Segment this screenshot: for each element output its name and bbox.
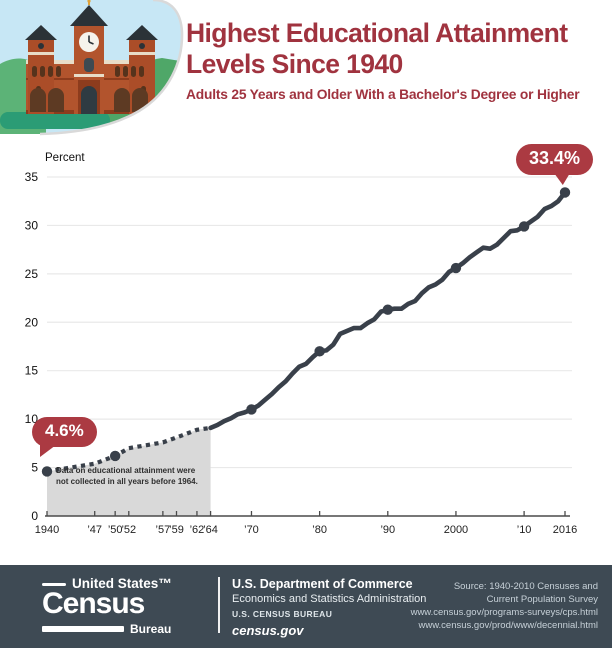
svg-text:’80: ’80	[312, 524, 327, 536]
page-subtitle: Adults 25 Years and Older With a Bachelo…	[186, 87, 580, 102]
logo-bureau: Bureau	[130, 621, 172, 636]
svg-text:35: 35	[25, 170, 39, 184]
svg-text:’90: ’90	[380, 524, 395, 536]
svg-text:5: 5	[31, 461, 38, 475]
start-callout: 4.6%	[32, 417, 97, 457]
svg-text:’10: ’10	[517, 524, 532, 536]
start-callout-value: 4.6%	[45, 421, 84, 440]
dept-census-gov: census.gov	[232, 623, 304, 638]
svg-text:’47: ’47	[87, 524, 102, 536]
end-callout: 33.4%	[516, 144, 594, 185]
chart-note-line1: Data on educational attainment were	[56, 466, 196, 475]
page-title: Highest Educational Attainment Levels Si…	[186, 18, 606, 80]
svg-text:15: 15	[25, 364, 39, 378]
chart-note: Data on educational attainment were not …	[56, 466, 198, 487]
svg-text:’57: ’57	[156, 524, 171, 536]
source-line4: www.census.gov/prod/www/decennial.html	[418, 620, 598, 631]
dept-commerce: U.S. Department of Commerce	[232, 577, 413, 591]
svg-text:1940: 1940	[35, 524, 59, 536]
census-bureau-logo: United States™ Census Bureau	[42, 576, 212, 638]
title-line2: Levels Since 1940	[186, 49, 403, 79]
dept-esa: Economics and Statistics Administration	[232, 593, 427, 605]
svg-text:20: 20	[25, 315, 39, 329]
logo-census: Census	[42, 587, 145, 620]
svg-text:2016: 2016	[553, 524, 577, 536]
source-line2: Current Population Survey	[486, 594, 598, 605]
source-line1: Source: 1940-2010 Censuses and	[453, 581, 598, 592]
svg-text:25: 25	[25, 267, 39, 281]
svg-text:Percent: Percent	[45, 152, 85, 164]
logo-bar	[42, 625, 124, 632]
svg-text:’70: ’70	[244, 524, 259, 536]
department-block: U.S. Department of Commerce Economics an…	[232, 577, 426, 638]
svg-text:2000: 2000	[444, 524, 468, 536]
svg-text:’59: ’59	[169, 524, 184, 536]
footer-divider	[218, 577, 220, 633]
svg-text:’64: ’64	[203, 524, 218, 536]
svg-text:30: 30	[25, 218, 39, 232]
chart-note-line2: not collected in all years before 1964.	[56, 476, 198, 486]
title-line1: Highest Educational Attainment	[186, 18, 568, 48]
svg-text:0: 0	[31, 509, 38, 523]
source-block: Source: 1940-2010 Censuses and Current P…	[411, 580, 598, 632]
svg-text:’62: ’62	[190, 524, 205, 536]
svg-text:’50: ’50	[108, 524, 123, 536]
chart-svg: 1940 ’47 ’50’52 ’57’59 ’62’64 ’70 ’80 ’90 2000 ’1…	[25, 152, 578, 536]
schoolhouse-illustration	[0, 0, 184, 136]
end-callout-value: 33.4%	[529, 148, 581, 168]
source-line3: www.census.gov/programs-surveys/cps.html	[410, 607, 598, 618]
svg-text:’52: ’52	[121, 524, 136, 536]
footer: United States™ Census Bureau U.S. Depart…	[0, 565, 612, 648]
header: Highest Educational Attainment Levels Si…	[186, 18, 606, 102]
logo-united-states: United States™	[42, 576, 212, 591]
dept-census-bureau: U.S. CENSUS BUREAU	[232, 609, 333, 619]
